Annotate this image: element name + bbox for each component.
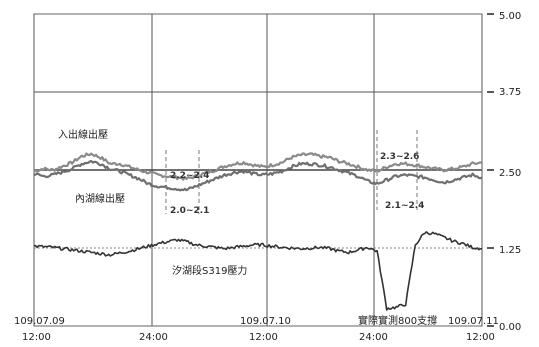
bottom-annotation: 實際實測800支撐 xyxy=(358,314,437,327)
series-lines xyxy=(33,152,483,311)
series-label-3: 汐湖段S319壓力 xyxy=(172,264,247,277)
y-tick-label: 0.00 xyxy=(499,322,521,333)
series-line-3 xyxy=(34,231,483,311)
x-tick-time: 12:00 xyxy=(22,332,51,343)
x-tick-time: 12:00 xyxy=(249,332,278,343)
x-tick-date: 109.07.10 xyxy=(240,316,291,327)
series-line-1 xyxy=(33,152,482,181)
x-tick-date: 109.07.09 xyxy=(14,316,65,327)
series-line-2 xyxy=(33,159,483,192)
y-tick-label: 3.75 xyxy=(499,87,521,98)
x-tick-time: 24:00 xyxy=(359,332,388,343)
range-annotation-3: 2.3~2.6 xyxy=(380,152,419,162)
series-label-2: 內湖線出壓 xyxy=(75,192,125,205)
y-tick-label: 1.25 xyxy=(499,245,521,256)
series-label-1: 入出線出壓 xyxy=(58,128,108,141)
range-annotation-2: 2.0~2.1 xyxy=(170,206,209,216)
x-tick-time: 24:00 xyxy=(139,332,168,343)
axis-ticks xyxy=(487,13,494,327)
range-annotation-4: 2.1~2.4 xyxy=(385,201,424,211)
x-tick-date: 109.07.11 xyxy=(448,316,499,327)
x-tick-time: 12:00 xyxy=(466,332,495,343)
y-tick-label: 2.50 xyxy=(499,168,521,179)
annotations xyxy=(165,130,418,214)
range-annotation-1: 2.2~2.4 xyxy=(170,171,209,181)
y-tick-label: 5.00 xyxy=(499,11,521,22)
grid xyxy=(33,13,483,327)
